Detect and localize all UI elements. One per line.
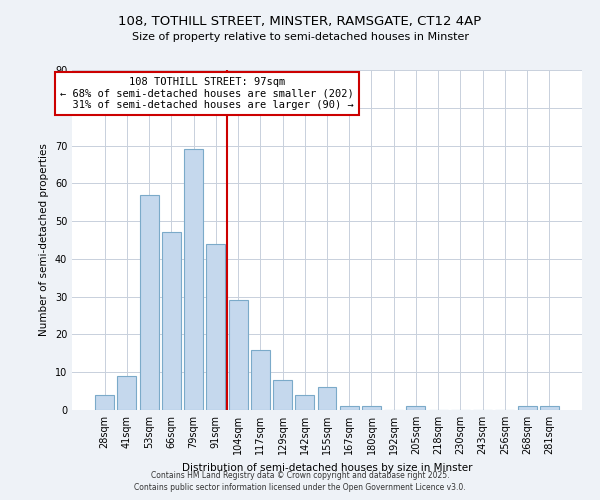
Bar: [295, 395, 314, 410]
Text: 108 TOTHILL STREET: 97sqm
← 68% of semi-detached houses are smaller (202)
  31% : 108 TOTHILL STREET: 97sqm ← 68% of semi-…: [60, 77, 354, 110]
Bar: [406, 406, 425, 410]
Text: 108, TOTHILL STREET, MINSTER, RAMSGATE, CT12 4AP: 108, TOTHILL STREET, MINSTER, RAMSGATE, …: [118, 15, 482, 28]
Bar: [184, 150, 203, 410]
Bar: [206, 244, 225, 410]
Bar: [540, 406, 559, 410]
Bar: [362, 406, 381, 410]
Bar: [140, 194, 158, 410]
Bar: [229, 300, 248, 410]
Bar: [340, 406, 359, 410]
Text: Contains HM Land Registry data © Crown copyright and database right 2025.: Contains HM Land Registry data © Crown c…: [151, 471, 449, 480]
Bar: [118, 376, 136, 410]
Bar: [162, 232, 181, 410]
Bar: [317, 388, 337, 410]
Bar: [273, 380, 292, 410]
X-axis label: Distribution of semi-detached houses by size in Minster: Distribution of semi-detached houses by …: [182, 462, 472, 472]
Bar: [251, 350, 270, 410]
Text: Contains public sector information licensed under the Open Government Licence v3: Contains public sector information licen…: [134, 484, 466, 492]
Text: Size of property relative to semi-detached houses in Minster: Size of property relative to semi-detach…: [131, 32, 469, 42]
Bar: [95, 395, 114, 410]
Bar: [518, 406, 536, 410]
Y-axis label: Number of semi-detached properties: Number of semi-detached properties: [39, 144, 49, 336]
